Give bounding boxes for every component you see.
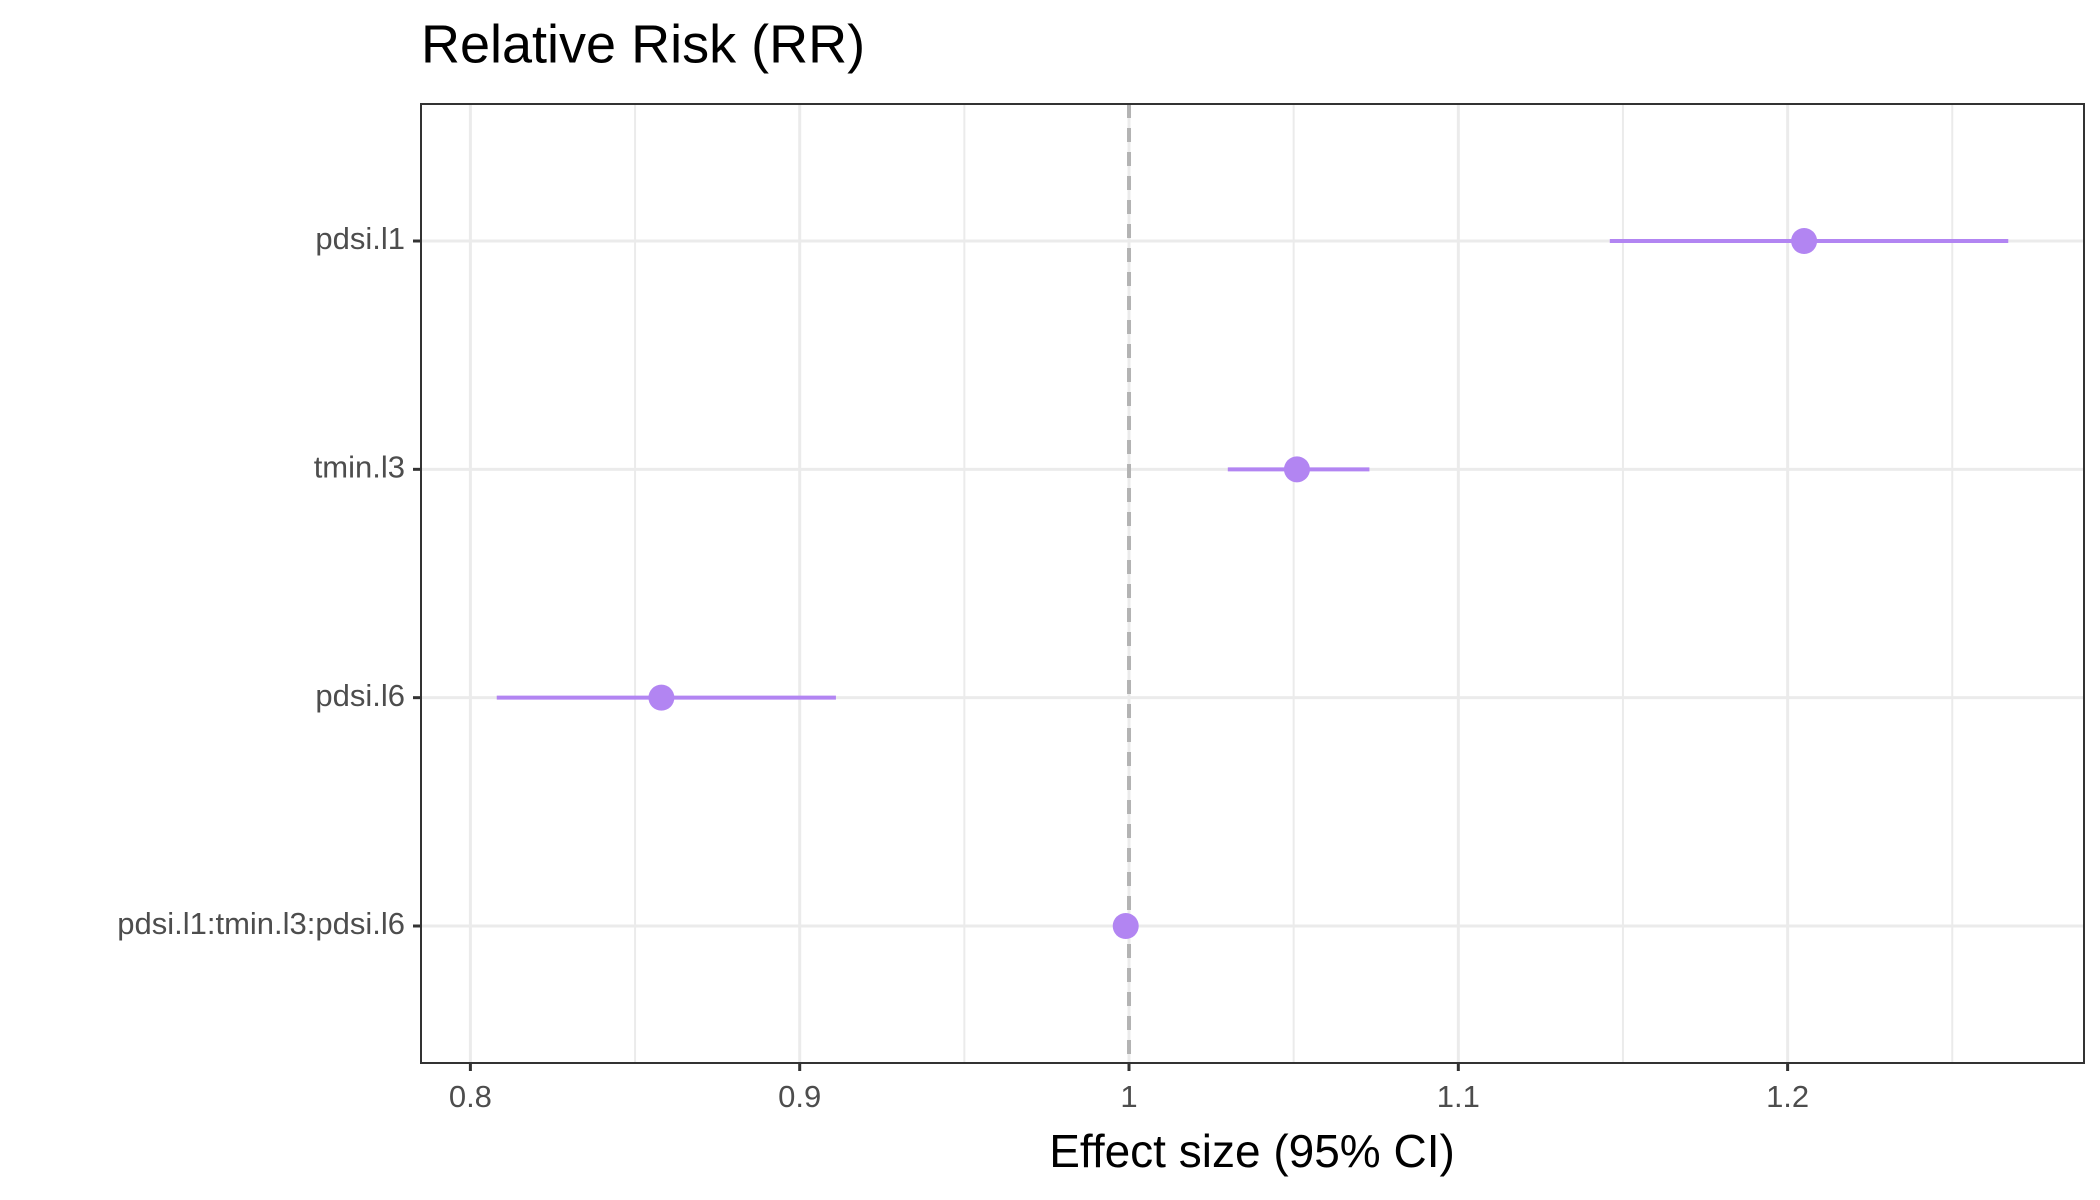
x-tick-label: 1.2	[1766, 1079, 1809, 1114]
x-axis-title: Effect size (95% CI)	[1049, 1125, 1455, 1177]
point	[648, 684, 675, 711]
point	[1283, 456, 1310, 483]
point	[1112, 913, 1139, 939]
x-tick-label: 1	[1120, 1079, 1137, 1114]
x-tick-label: 0.8	[449, 1079, 492, 1114]
y-tick-label: pdsi.l1:tmin.l3:pdsi.l6	[117, 906, 405, 941]
y-tick-label: pdsi.l1	[315, 221, 405, 256]
chart-title: Relative Risk (RR)	[421, 14, 865, 74]
x-tick-label: 1.1	[1437, 1079, 1480, 1114]
y-tick-label: pdsi.l6	[315, 678, 405, 713]
plot-border	[420, 103, 2085, 1064]
point	[1791, 228, 1818, 254]
x-tick-label: 0.9	[778, 1079, 821, 1114]
y-tick-label: tmin.l3	[314, 450, 405, 485]
